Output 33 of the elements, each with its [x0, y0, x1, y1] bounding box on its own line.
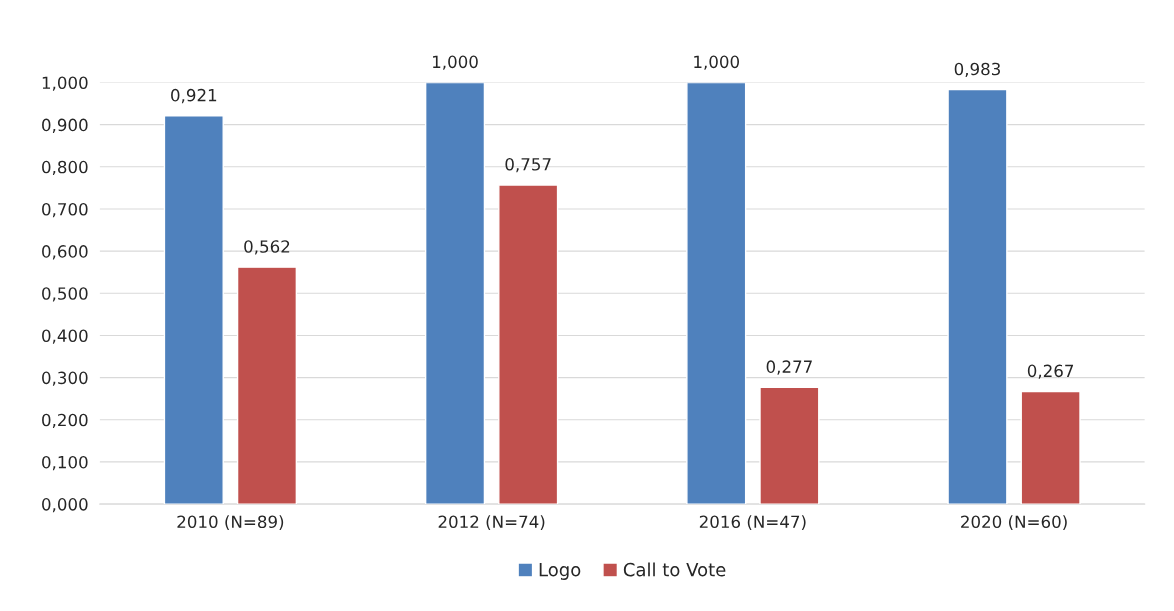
data-label: 0,921	[171, 88, 217, 104]
y-tick-label: 0,700	[42, 202, 88, 218]
y-tick-label: 1,000	[42, 76, 88, 91]
x-tick-label: 2012 (N=74)	[438, 515, 545, 531]
legend-label: Call to Vote	[623, 562, 726, 577]
y-tick-label: 0,200	[42, 413, 88, 429]
x-tick-label: 2016 (N=47)	[699, 515, 806, 531]
bar	[163, 115, 224, 505]
y-tick-label: 0,000	[42, 498, 88, 513]
x-tick-label: 2010 (N=89)	[177, 515, 284, 531]
y-tick-label: 0,100	[42, 455, 88, 471]
data-label: 0,983	[954, 62, 1000, 78]
data-label: 1,000	[433, 55, 478, 70]
data-label: 0,562	[244, 240, 290, 255]
y-tick-label: 0,400	[42, 329, 88, 344]
legend-label: Logo	[539, 563, 581, 580]
bar	[947, 88, 1008, 505]
data-label: 0,267	[1027, 364, 1074, 379]
bar	[424, 82, 486, 505]
y-tick-label: 0,800	[42, 160, 88, 176]
y-tick-label: 0,600	[42, 245, 88, 260]
y-tick-label: 0,300	[42, 371, 88, 386]
bar	[686, 82, 747, 505]
data-label: 0,757	[505, 157, 551, 173]
bar	[1020, 390, 1081, 505]
y-tick-label: 0,500	[42, 287, 88, 302]
bar	[498, 184, 559, 505]
bar	[759, 386, 820, 505]
data-label: 1,000	[694, 55, 740, 70]
bar	[236, 266, 298, 505]
y-tick-label: 0,900	[42, 118, 88, 133]
data-label: 0,277	[766, 360, 812, 375]
x-tick-label: 2020 (N=60)	[961, 515, 1067, 531]
